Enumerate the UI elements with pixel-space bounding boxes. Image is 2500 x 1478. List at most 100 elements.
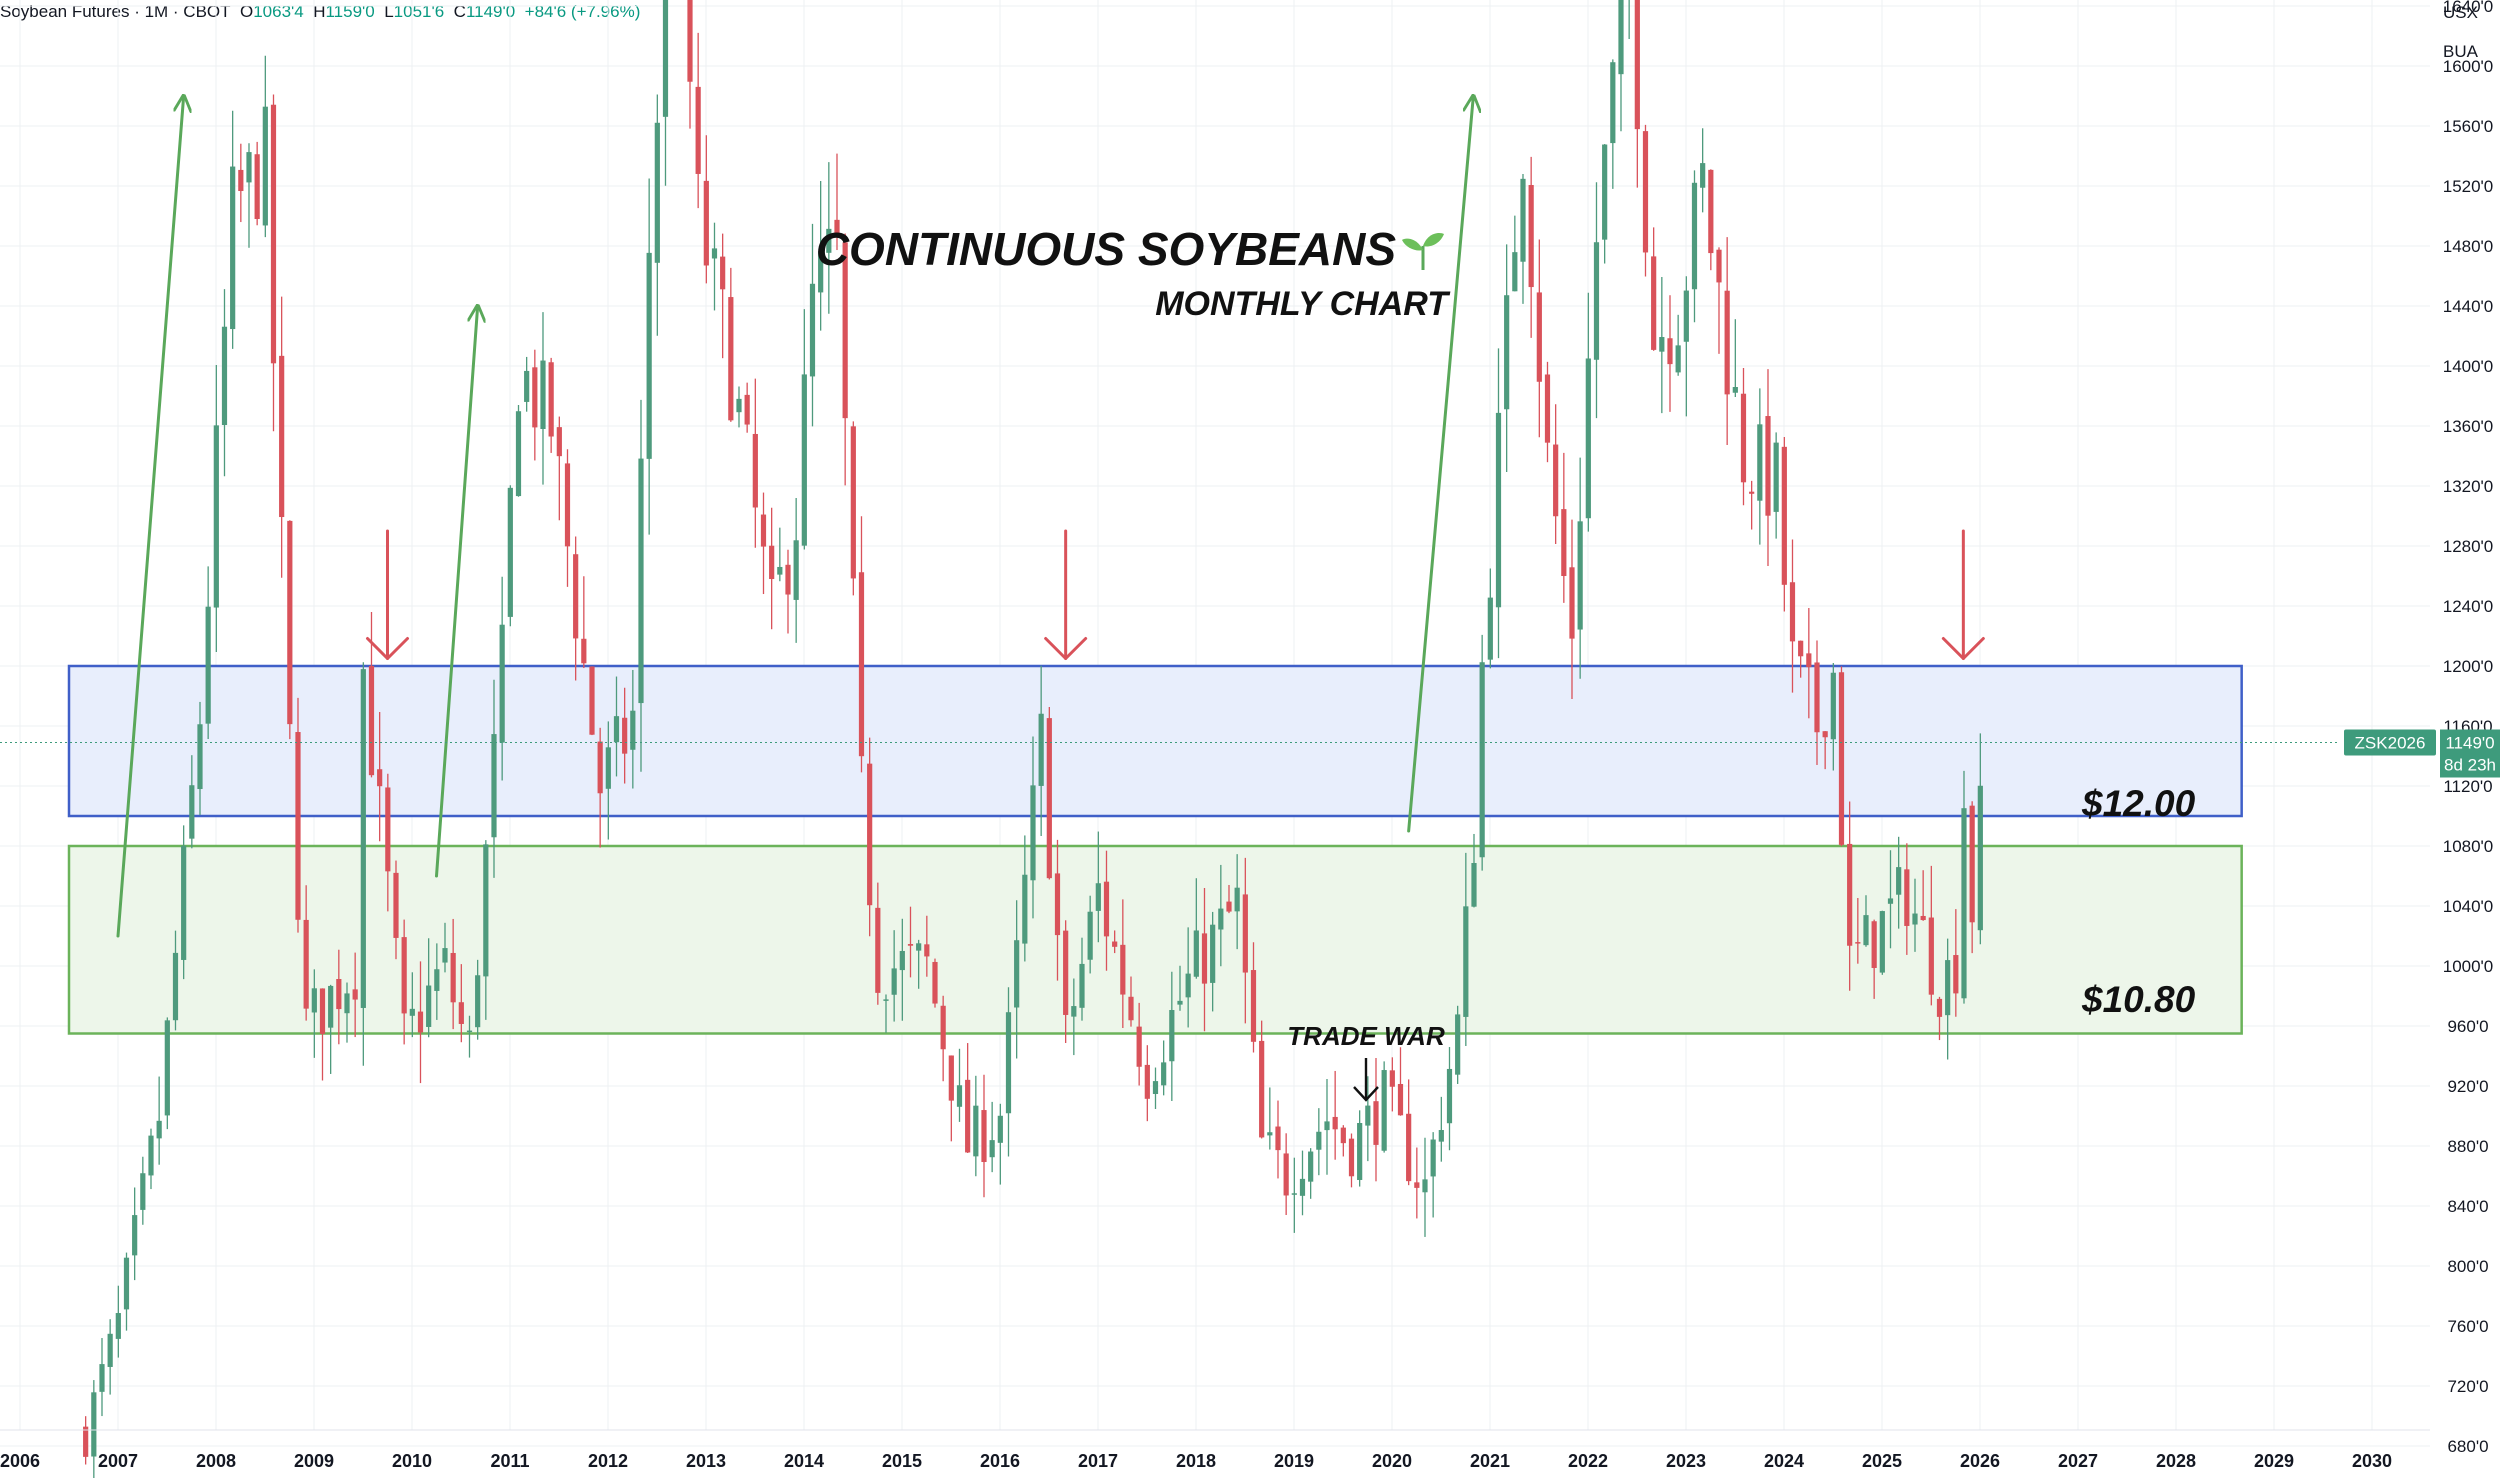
candle-body-down — [1128, 996, 1134, 1021]
x-tick-label: 2007 — [98, 1451, 138, 1471]
candle-body-down — [1250, 970, 1257, 1042]
x-tick-label: 2022 — [1568, 1451, 1608, 1471]
candle-body-up — [1618, 0, 1624, 75]
candle-body-up — [1757, 424, 1763, 501]
x-tick-label: 2014 — [784, 1451, 824, 1471]
candle-body-up — [409, 1008, 415, 1016]
candle-body-up — [1210, 924, 1216, 983]
candle-body-up — [1308, 1151, 1314, 1182]
x-tick-label: 2020 — [1372, 1451, 1412, 1471]
candle-body-up — [1912, 913, 1918, 925]
candle-body-up — [328, 985, 334, 1028]
candle-body-down — [295, 732, 301, 920]
y-axis[interactable]: 680'0 720'0 760'0 800'0 840'0 880'0 920'0 960'0… — [2443, 0, 2494, 1456]
candle-body-up — [499, 624, 505, 743]
y-tick-label: 880'0 — [2447, 1137, 2488, 1156]
candle-body-up — [466, 1030, 473, 1033]
candle-body-down — [1838, 672, 1845, 845]
red-arrow-head — [1941, 637, 1985, 660]
candle-body-down — [1814, 662, 1820, 733]
candle-body-up — [1014, 940, 1020, 1008]
candle-body-up — [434, 969, 440, 991]
candle-body-down — [1969, 805, 1975, 923]
y-tick-label: 1440'0 — [2443, 297, 2494, 316]
candle-body-down — [785, 564, 791, 595]
candle-body-up — [1030, 785, 1036, 881]
candle-body-up — [1357, 1123, 1363, 1180]
candle-body-down — [393, 872, 399, 938]
candle-body-up — [1512, 252, 1518, 292]
candle-body-down — [1536, 292, 1542, 382]
candle-body-up — [1022, 874, 1028, 944]
candle-body-down — [1749, 491, 1755, 494]
candle-body-up — [181, 845, 187, 960]
candle-body-down — [1136, 1026, 1142, 1067]
candle-body-up — [1071, 1006, 1077, 1017]
x-tick-label: 2006 — [0, 1451, 40, 1471]
candle-body-up — [1218, 908, 1224, 930]
candle-body-up — [475, 975, 481, 1028]
candle-body-down — [450, 952, 456, 1003]
candle-body-down — [597, 741, 603, 794]
candle-body-down — [287, 520, 293, 725]
candle-body-down — [254, 154, 260, 220]
candle-body-down — [589, 666, 595, 735]
candle-body-up — [1577, 521, 1583, 630]
candle-body-up — [801, 374, 807, 546]
open-value: 1063'4 — [253, 2, 304, 21]
x-tick-label: 2018 — [1176, 1451, 1216, 1471]
candle-body-down — [728, 297, 734, 421]
y-tick-label: 1240'0 — [2443, 597, 2494, 616]
candle-body-down — [769, 545, 775, 580]
candle-body-up — [1683, 290, 1689, 342]
candles — [83, 0, 1983, 1478]
candle-body-down — [932, 961, 938, 1004]
y-tick-label: 1360'0 — [2443, 417, 2494, 436]
high-value: 1159'0 — [325, 2, 375, 21]
unit-label[interactable]: BUA — [2443, 42, 2478, 61]
candle-body-down — [564, 463, 571, 547]
candle-body-down — [752, 433, 758, 508]
candle-body-up — [262, 106, 268, 226]
candle-body-down — [1724, 290, 1730, 395]
close-value: 1149'0 — [465, 2, 516, 21]
x-tick-label: 2012 — [588, 1451, 628, 1471]
candle-body-up — [507, 487, 513, 617]
candle-body-down — [377, 769, 383, 787]
x-tick-label: 2027 — [2058, 1451, 2098, 1471]
symbol-label[interactable]: Soybean Futures · 1M · CBOT — [0, 2, 231, 21]
candle-body-up — [1495, 412, 1502, 608]
open-label: O — [239, 2, 254, 21]
candle-body-down — [703, 180, 709, 266]
candle-body-up — [1593, 242, 1600, 360]
candle-body-up — [1291, 1193, 1297, 1195]
candle-body-down — [319, 988, 326, 1034]
candle-body-down — [1397, 1083, 1404, 1116]
candle-body-down — [1847, 843, 1853, 946]
candle-body-up — [1381, 1070, 1387, 1151]
candle-body-up — [662, 0, 669, 117]
x-tick-label: 2016 — [980, 1451, 1020, 1471]
candle-body-up — [1455, 1014, 1461, 1075]
candle-body-up — [132, 1215, 138, 1256]
candle-body-down — [573, 554, 579, 639]
candle-body-up — [1830, 672, 1836, 740]
candle-body-up — [1267, 1132, 1273, 1136]
x-tick-label: 2013 — [686, 1451, 726, 1471]
candle-body-down — [1054, 873, 1061, 936]
candle-body-up — [213, 425, 219, 608]
x-tick-label: 2029 — [2254, 1451, 2294, 1471]
candle-body-up — [1299, 1178, 1306, 1196]
x-axis[interactable]: 2006 2007 2008 2009 2010 2011 2012 2013 2014 2015… — [0, 1429, 2430, 1471]
candle-body-down — [1798, 640, 1804, 657]
candle-body-up — [1038, 713, 1044, 786]
candle-body-up — [613, 716, 620, 743]
candle-body-up — [1700, 163, 1706, 188]
candle-body-up — [630, 710, 636, 750]
candle-body-down — [548, 362, 554, 437]
change-value: +84'6 (+7.96%) — [524, 2, 641, 21]
candle-body-down — [1144, 1064, 1150, 1099]
currency-label[interactable]: USX — [2443, 3, 2478, 22]
y-tick-label: 1000'0 — [2443, 957, 2494, 976]
